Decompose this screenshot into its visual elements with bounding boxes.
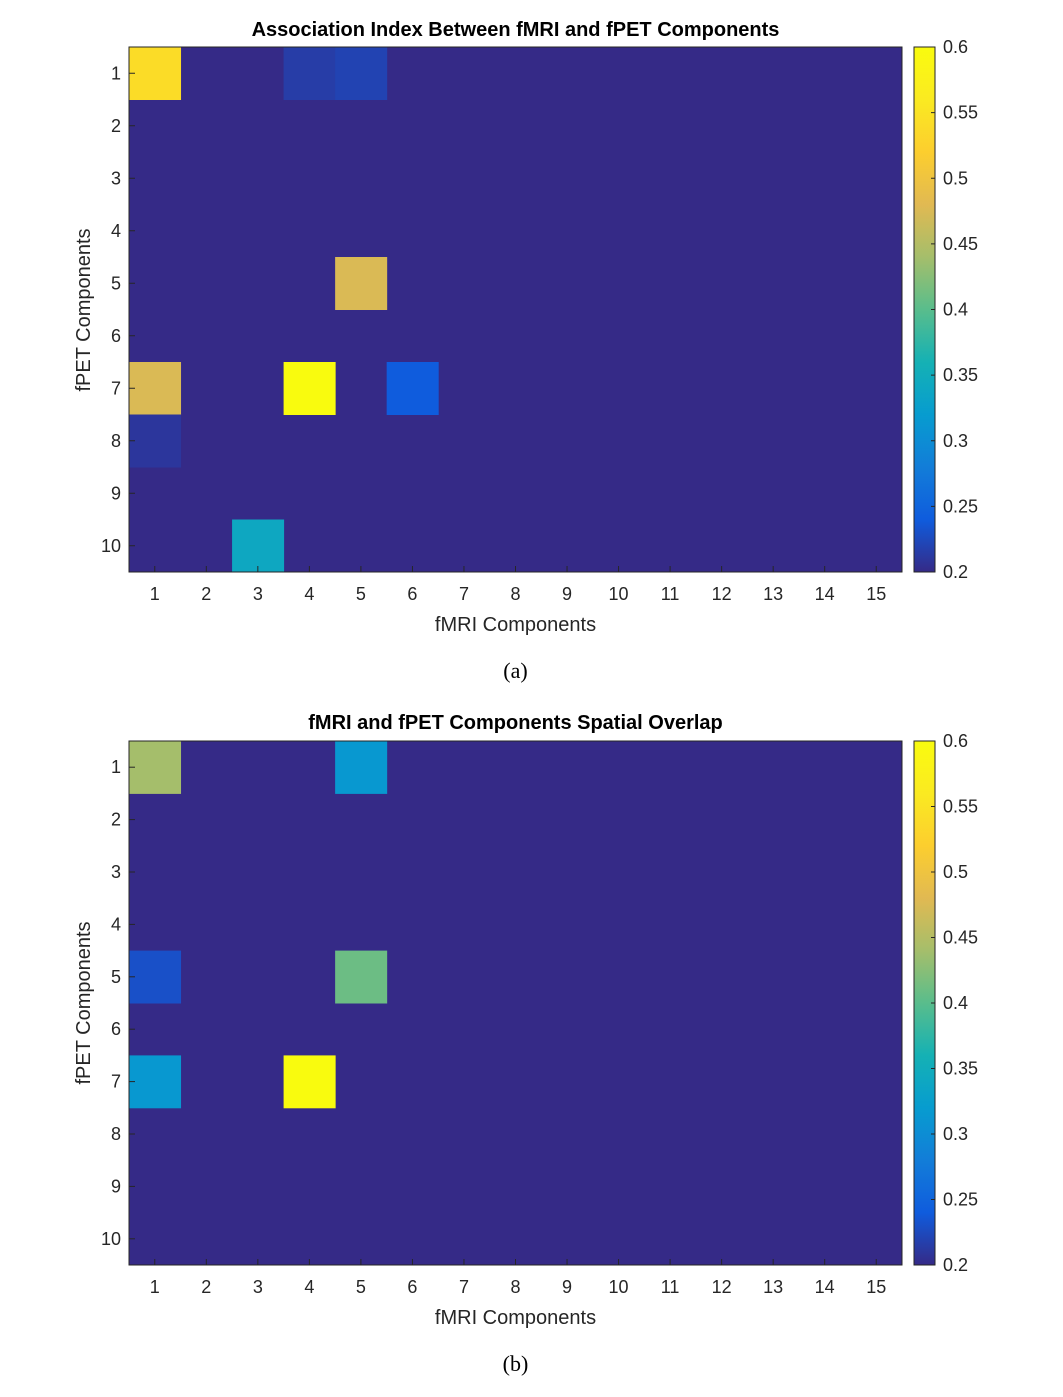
colorbar-tick-label: 0.45 [943, 234, 978, 254]
y-tick-label: 4 [111, 914, 121, 934]
x-tick-label: 10 [609, 1277, 629, 1297]
y-tick-label: 7 [111, 1072, 121, 1092]
colorbar-tick-label: 0.35 [943, 365, 978, 385]
colorbar-tick-label: 0.2 [943, 1255, 968, 1275]
y-tick-label: 2 [111, 116, 121, 136]
x-tick-label: 4 [304, 584, 314, 604]
x-tick-label: 12 [712, 584, 732, 604]
y-tick-label: 6 [111, 1019, 121, 1039]
x-tick-label: 6 [407, 1277, 417, 1297]
colorbar-tick-label: 0.5 [943, 862, 968, 882]
y-tick-label: 9 [111, 1176, 121, 1196]
x-tick-label: 8 [510, 1277, 520, 1297]
y-axis-label: fPET Components [73, 228, 95, 391]
x-tick-label: 12 [712, 1277, 732, 1297]
heatmap-panel-a: 1 2 3 4 5 6 7 8 9 10 11 12 13 14 1512345678910Associat… [73, 19, 978, 683]
x-tick-label: 5 [356, 1277, 366, 1297]
x-tick-label: 11 [661, 584, 680, 604]
figure-caption: (a) [503, 658, 527, 683]
heatmap-cell-r5-c5 [335, 257, 388, 310]
y-tick-label: 5 [111, 967, 121, 987]
y-axis-label: fPET Components [73, 921, 95, 1084]
x-tick-label: 7 [459, 1277, 469, 1297]
x-tick-label: 13 [763, 584, 783, 604]
heatmap-cell-r1-c1 [129, 47, 182, 100]
chart-title: fMRI and fPET Components Spatial Overlap [308, 712, 723, 734]
x-tick-label: 2 [201, 584, 211, 604]
heatmap-cell-r5-c5 [335, 950, 388, 1004]
y-tick-label: 7 [111, 378, 121, 398]
colorbar-tick-label: 0.55 [943, 797, 978, 817]
y-tick-label: 10 [101, 536, 121, 556]
colorbar-tick-label: 0.2 [943, 562, 968, 582]
heatmap-cell-r10-c3 [232, 519, 285, 573]
x-tick-label: 1 [150, 1277, 160, 1297]
colorbar-tick-label: 0.4 [943, 993, 968, 1013]
y-tick-label: 5 [111, 273, 121, 293]
heatmap-cell-r7-c4 [283, 1055, 336, 1109]
x-axis-label: fMRI Components [435, 1307, 596, 1329]
colorbar-tick-label: 0.55 [943, 103, 978, 123]
y-tick-label: 6 [111, 326, 121, 346]
colorbar-tick-label: 0.35 [943, 1059, 978, 1079]
heatmap-cell-r1-c1 [129, 741, 182, 794]
x-tick-label: 7 [459, 584, 469, 604]
x-tick-label: 9 [562, 1277, 572, 1297]
y-tick-label: 8 [111, 431, 121, 451]
y-tick-label: 1 [111, 757, 121, 777]
x-tick-label: 6 [407, 584, 417, 604]
chart-title: Association Index Between fMRI and fPET … [252, 19, 780, 41]
y-tick-label: 1 [111, 63, 121, 83]
colorbar-tick-label: 0.3 [943, 1124, 968, 1144]
heatmap-background [129, 741, 902, 1265]
y-tick-label: 9 [111, 483, 121, 503]
colorbar-tick-label: 0.4 [943, 300, 968, 320]
x-tick-label: 8 [510, 584, 520, 604]
x-tick-label: 14 [815, 584, 835, 604]
x-tick-label: 1 [150, 584, 160, 604]
x-tick-label: 3 [253, 584, 263, 604]
y-tick-label: 2 [111, 810, 121, 830]
x-axis-label: fMRI Components [435, 614, 596, 636]
colorbar-tick-label: 0.5 [943, 168, 968, 188]
heatmap-background [129, 47, 902, 572]
x-tick-label: 3 [253, 1277, 263, 1297]
colorbar-tick-label: 0.6 [943, 731, 968, 751]
colorbar-tick-label: 0.25 [943, 1190, 978, 1210]
y-tick-label: 3 [111, 168, 121, 188]
colorbar-tick-label: 0.6 [943, 37, 968, 57]
figure-caption: (b) [503, 1351, 529, 1376]
y-tick-label: 3 [111, 862, 121, 882]
x-tick-label: 9 [562, 584, 572, 604]
colorbar-tick-label: 0.3 [943, 431, 968, 451]
x-tick-label: 14 [815, 1277, 835, 1297]
heatmap-cell-r7-c4 [283, 362, 336, 415]
colorbar-tick-label: 0.45 [943, 928, 978, 948]
y-tick-label: 8 [111, 1124, 121, 1144]
heatmap-cell-r1-c5 [335, 47, 388, 100]
heatmap-cell-r7-c1 [129, 1055, 182, 1109]
x-tick-label: 13 [763, 1277, 783, 1297]
heatmap-cell-r7-c6 [386, 362, 439, 415]
y-tick-label: 4 [111, 221, 121, 241]
x-tick-label: 15 [866, 584, 886, 604]
heatmap-cell-r1-c4 [283, 47, 336, 100]
x-tick-label: 5 [356, 584, 366, 604]
heatmap-cell-r8-c1 [129, 414, 182, 468]
heatmap-cell-r7-c1 [129, 362, 182, 415]
x-tick-label: 15 [866, 1277, 886, 1297]
y-tick-label: 10 [101, 1229, 121, 1249]
x-tick-label: 2 [201, 1277, 211, 1297]
x-tick-label: 10 [609, 584, 629, 604]
x-tick-label: 4 [304, 1277, 314, 1297]
x-tick-label: 11 [661, 1277, 680, 1297]
colorbar-tick-label: 0.25 [943, 496, 978, 516]
heatmap-cell-r1-c5 [335, 741, 388, 794]
heatmap-cell-r5-c1 [129, 950, 182, 1004]
